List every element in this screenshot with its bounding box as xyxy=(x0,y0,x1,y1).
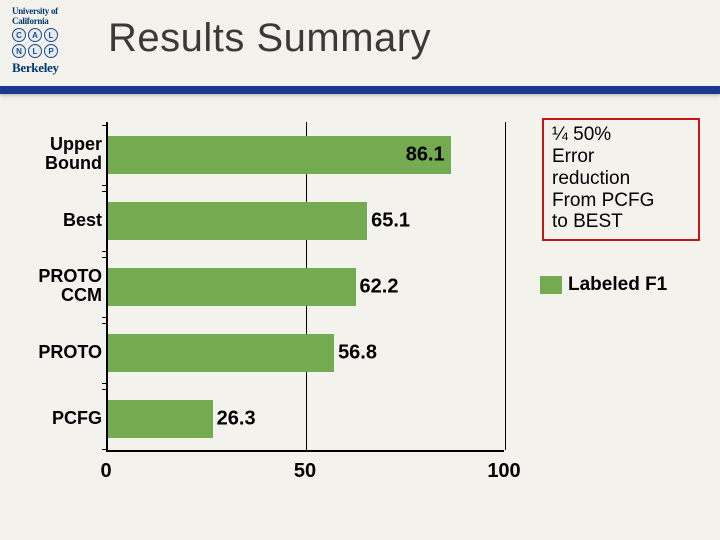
chart-gridline xyxy=(505,122,506,450)
chart-x-tick: 50 xyxy=(294,460,316,483)
callout-box: ¼ 50%ErrorreductionFrom PCFGto BEST xyxy=(542,118,700,241)
chart-bar-row: 86.1 xyxy=(108,136,451,174)
chart-bar: 26.3 xyxy=(108,400,213,438)
berkeley-logo: University of California CALNLP Berkeley xyxy=(12,6,92,92)
chart-bar-value: 86.1 xyxy=(406,144,445,167)
chart-category-label: Best xyxy=(18,211,102,230)
chart-legend: Labeled F1 xyxy=(540,274,667,296)
logo-letter-circles: CALNLP xyxy=(12,28,72,58)
chart-bar: 65.1 xyxy=(108,202,367,240)
chart-category-label: UpperBound xyxy=(18,135,102,173)
logo-letter: N xyxy=(12,44,26,58)
chart-category-label: PROTOCCM xyxy=(18,267,102,305)
chart-category-label: PCFG xyxy=(18,409,102,428)
chart-category-label: PROTO xyxy=(18,343,102,362)
title-underline xyxy=(0,86,720,94)
chart-bar-row: 26.3 xyxy=(108,400,213,438)
logo-university-text: University of California xyxy=(12,6,92,26)
chart-bar-value: 62.2 xyxy=(360,276,399,299)
chart-bar-value: 56.8 xyxy=(338,342,377,365)
chart-bar-value: 26.3 xyxy=(217,408,256,431)
callout-line: to BEST xyxy=(552,211,690,233)
logo-letter: A xyxy=(28,28,42,42)
chart-bar-row: 56.8 xyxy=(108,334,334,372)
chart-bar-value: 65.1 xyxy=(371,210,410,233)
chart-x-tick: 0 xyxy=(100,460,111,483)
logo-letter: P xyxy=(44,44,58,58)
logo-berkeley-text: Berkeley xyxy=(12,60,92,76)
callout-line: ¼ 50% xyxy=(552,124,690,146)
results-bar-chart: 86.1 65.1 62.2 56.8 26.3 0 50 100 UpperBound Bes… xyxy=(18,122,522,502)
logo-letter: L xyxy=(44,28,58,42)
logo-letter: L xyxy=(28,44,42,58)
chart-plot-area: 86.1 65.1 62.2 56.8 26.3 xyxy=(106,122,504,452)
chart-bar: 62.2 xyxy=(108,268,356,306)
page-title: Results Summary xyxy=(108,16,431,61)
legend-swatch xyxy=(540,276,562,294)
callout-line: Error xyxy=(552,146,690,168)
callout-line: From PCFG xyxy=(552,190,690,212)
chart-bar-row: 65.1 xyxy=(108,202,367,240)
chart-bar-row: 62.2 xyxy=(108,268,356,306)
chart-x-tick: 100 xyxy=(487,460,520,483)
chart-bar: 56.8 xyxy=(108,334,334,372)
callout-line: reduction xyxy=(552,168,690,190)
logo-letter: C xyxy=(12,28,26,42)
legend-label: Labeled F1 xyxy=(568,274,667,296)
chart-bar: 86.1 xyxy=(108,136,451,174)
